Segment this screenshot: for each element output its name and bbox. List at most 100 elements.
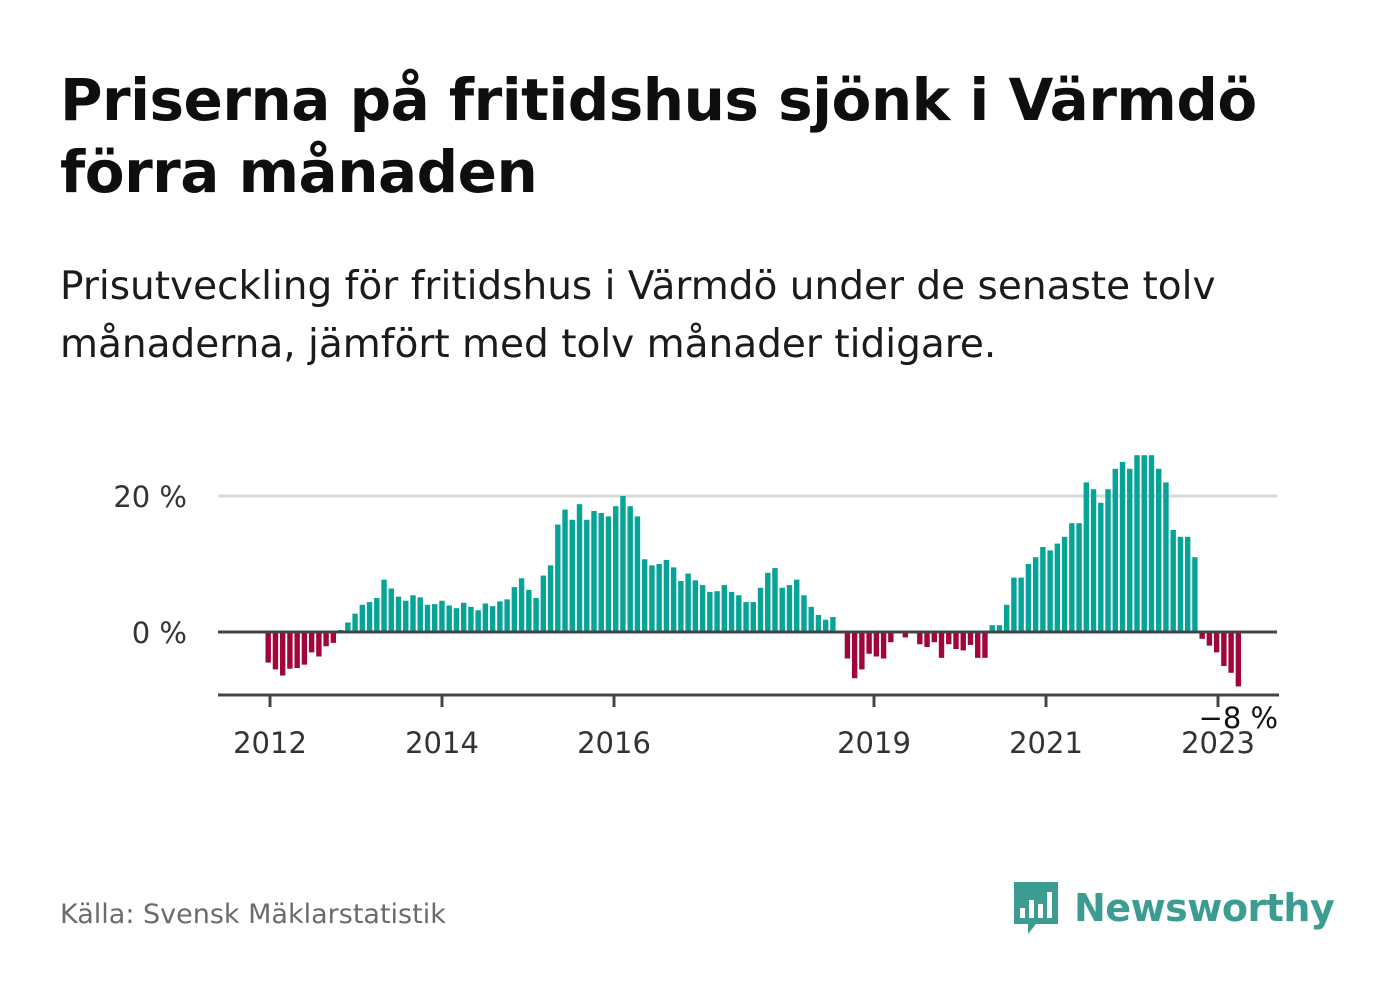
bar: [584, 519, 590, 632]
bar: [1069, 523, 1075, 632]
bar: [649, 565, 655, 632]
bar: [1235, 632, 1242, 687]
bar: [1047, 550, 1053, 632]
bar: [576, 504, 583, 632]
bar: [1032, 557, 1039, 632]
bar: [294, 632, 300, 669]
bar: [323, 632, 329, 647]
bar: [685, 573, 691, 632]
bar: [605, 516, 612, 632]
bar: [388, 588, 394, 632]
bar: [786, 585, 793, 632]
bar: [1199, 632, 1205, 639]
newsworthy-logo-icon: [1014, 882, 1058, 934]
bar: [924, 632, 930, 647]
bar: [779, 587, 785, 632]
bar: [1003, 604, 1010, 632]
bar: [678, 581, 684, 632]
bar: [562, 509, 568, 632]
bar: [663, 559, 670, 632]
bar: [287, 632, 293, 669]
bar: [656, 564, 662, 632]
bar: [613, 506, 619, 632]
bar: [743, 602, 749, 632]
bar: [460, 602, 467, 632]
bar: [1083, 482, 1090, 632]
bar: [410, 595, 416, 632]
bar: [902, 632, 909, 638]
x-tick-label: 2014: [405, 726, 479, 760]
bar: [1134, 455, 1140, 632]
final-value-label: −8 %: [1199, 701, 1279, 735]
bar: [374, 598, 380, 632]
bar: [736, 595, 742, 632]
bar: [359, 604, 366, 632]
x-tick-label: 2021: [1009, 726, 1083, 760]
chart-title: Priserna på fritidshus sjönk i Värmdö fö…: [60, 66, 1257, 206]
bar: [1061, 536, 1068, 632]
bar: [946, 632, 952, 645]
bar: [707, 591, 713, 632]
bar: [533, 598, 539, 632]
bar: [692, 580, 699, 632]
bar: [598, 513, 604, 632]
bar: [1163, 482, 1169, 632]
bar: [851, 632, 858, 679]
bar: [475, 610, 481, 632]
bar: [765, 572, 771, 632]
bar: [352, 613, 358, 632]
brand-logo[interactable]: Newsworthy: [1010, 878, 1335, 938]
bar: [866, 632, 872, 654]
bar: [815, 615, 822, 632]
bar: [1177, 536, 1184, 632]
bar: [989, 625, 995, 632]
bar: [468, 606, 474, 632]
bar: [1213, 632, 1220, 653]
bar: [555, 524, 561, 632]
bar: [1228, 632, 1234, 673]
bar: [634, 516, 641, 632]
bar: [1112, 468, 1118, 632]
bar: [279, 632, 286, 676]
bar: [366, 602, 373, 632]
brand-name: Newsworthy: [1074, 886, 1335, 930]
bar: [381, 579, 387, 632]
bar: [265, 632, 271, 663]
bar: [432, 604, 438, 632]
bar: [750, 602, 756, 632]
bar: [1040, 547, 1046, 632]
bar: [953, 632, 959, 649]
bar: [330, 632, 337, 643]
bar: [830, 617, 836, 632]
bars: [265, 455, 1242, 687]
bar: [446, 605, 452, 632]
bar: [801, 595, 807, 632]
bar: [1054, 543, 1061, 632]
bar: [880, 632, 887, 659]
bar: [547, 565, 554, 632]
bar: [489, 606, 496, 632]
bar: [728, 591, 735, 632]
bar: [1221, 632, 1227, 666]
bar: [504, 599, 510, 632]
bar: [1170, 530, 1176, 632]
bar: [1127, 468, 1133, 632]
bar: [822, 619, 829, 632]
bar: [620, 496, 626, 632]
bar: [1156, 468, 1162, 632]
bar: [960, 632, 966, 651]
bar: [272, 632, 279, 670]
bar: [395, 596, 402, 632]
bar: [1098, 502, 1104, 632]
bar: [308, 632, 315, 653]
bar: [772, 568, 778, 632]
bar: [1141, 455, 1147, 632]
bar: [1184, 536, 1191, 632]
chart-subtitle: Prisutveckling för fritidshus i Värmdö u…: [60, 264, 1216, 367]
x-tick-label: 2016: [577, 726, 651, 760]
bar: [938, 632, 945, 658]
bar: [808, 606, 814, 632]
bar: [757, 587, 764, 632]
bar: [888, 632, 894, 643]
bar: [301, 632, 308, 665]
